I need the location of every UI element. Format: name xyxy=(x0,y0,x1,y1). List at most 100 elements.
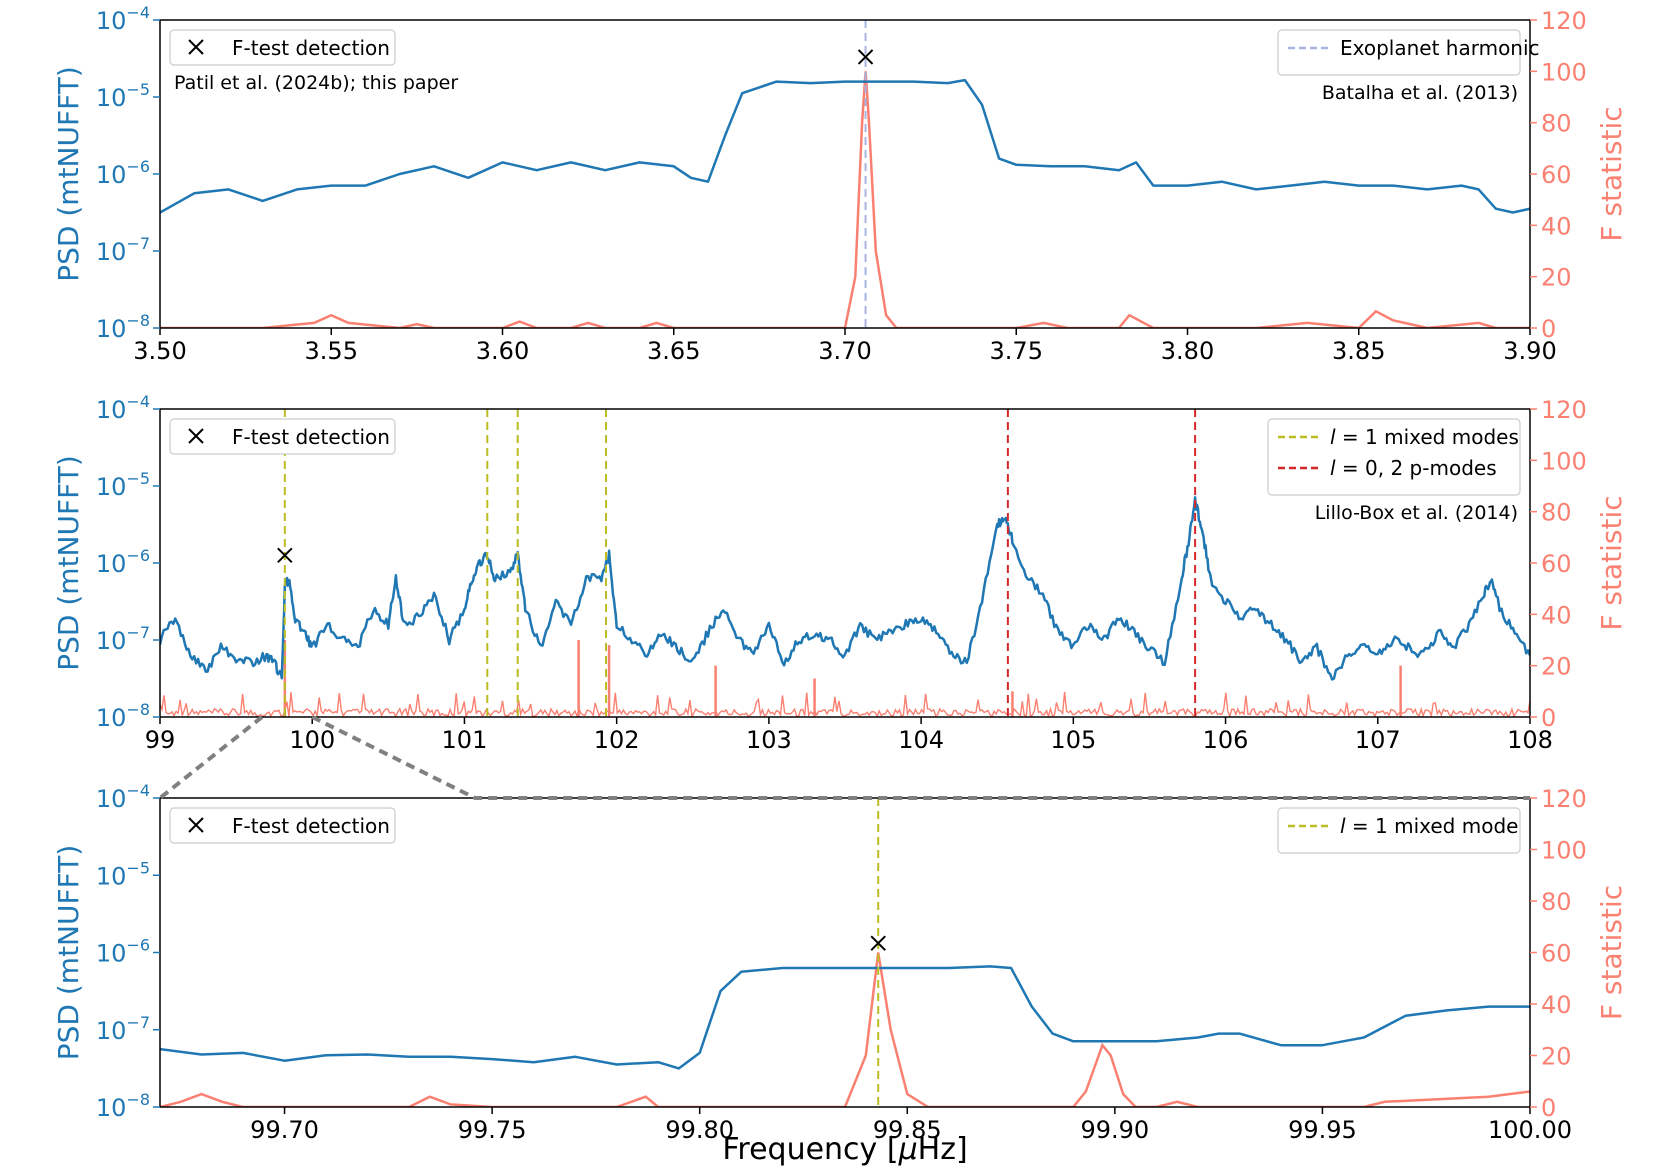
x-tick-label: 104 xyxy=(898,726,944,754)
y-axis-label-right: F statistic xyxy=(1595,106,1628,241)
x-tick-label: 3.55 xyxy=(305,337,358,365)
x-tick-label: 3.65 xyxy=(647,337,700,365)
y-tick-label-right: 40 xyxy=(1541,991,1572,1019)
x-tick-label: 99.70 xyxy=(250,1116,319,1144)
x-tick-label: 102 xyxy=(594,726,640,754)
y-tick-label-left: 10−6 xyxy=(96,546,150,578)
y-tick-label-right: 40 xyxy=(1541,212,1572,240)
y-tick-label-right: 0 xyxy=(1541,315,1556,343)
y-tick-label-right: 60 xyxy=(1541,550,1572,578)
x-tick-label: 99.85 xyxy=(873,1116,942,1144)
x-tick-label: 3.85 xyxy=(1332,337,1385,365)
citation-right: Batalha et al. (2013) xyxy=(1322,82,1518,104)
y-tick-label-left: 10−4 xyxy=(96,781,150,813)
y-tick-label-left: 10−5 xyxy=(96,80,150,112)
legend-box-right xyxy=(1267,418,1521,496)
psd-line xyxy=(160,965,1530,1070)
f-statistic-line xyxy=(160,691,1530,717)
plot-area xyxy=(160,496,1530,717)
x-tick-label: 103 xyxy=(746,726,792,754)
legend-label: l = 1 mixed modes xyxy=(1330,425,1519,449)
legend-marker-icon xyxy=(188,817,204,833)
legend-marker-icon xyxy=(188,39,204,55)
x-axis-label: Frequency [μHz] xyxy=(722,1132,967,1167)
zoom-connector-right xyxy=(311,715,1530,800)
y-tick-label-left: 10−5 xyxy=(96,469,150,501)
f-statistic-line xyxy=(160,952,1530,1107)
plot-area xyxy=(160,952,1530,1107)
x-tick-label: 106 xyxy=(1203,726,1249,754)
f-test-detection-marker xyxy=(277,547,293,564)
legend-label: l = 0, 2 p-modes xyxy=(1330,456,1497,480)
y-tick-label-left: 10−5 xyxy=(96,858,150,890)
y-axis-label-left: PSD (mtNUFFT) xyxy=(52,66,85,281)
x-tick-label: 99.95 xyxy=(1288,1116,1357,1144)
plot-area xyxy=(160,71,1530,328)
legend-label: F-test detection xyxy=(232,36,390,60)
y-tick-label-right: 0 xyxy=(1541,1094,1556,1122)
f-statistic-line xyxy=(160,71,1530,328)
legend-marker-icon xyxy=(188,428,204,444)
x-tick-label: 99.80 xyxy=(665,1116,734,1144)
y-tick-label-right: 80 xyxy=(1541,110,1572,138)
y-tick-label-right: 20 xyxy=(1541,653,1572,681)
y-tick-label-left: 10−4 xyxy=(96,392,150,424)
x-tick-label: 3.50 xyxy=(133,337,186,365)
y-tick-label-right: 100 xyxy=(1541,58,1587,86)
y-tick-label-right: 60 xyxy=(1541,161,1572,189)
y-tick-label-right: 60 xyxy=(1541,940,1572,968)
legend-label: F-test detection xyxy=(232,425,390,449)
y-tick-label-right: 40 xyxy=(1541,601,1572,629)
legend-box-left xyxy=(169,807,396,844)
x-tick-label: 3.80 xyxy=(1161,337,1214,365)
y-tick-label-right: 120 xyxy=(1541,7,1587,35)
y-tick-label-left: 10−4 xyxy=(96,3,150,35)
citation-left: Patil et al. (2024b); this paper xyxy=(174,72,458,94)
y-tick-label-right: 120 xyxy=(1541,396,1587,424)
y-axis-label-left: PSD (mtNUFFT) xyxy=(52,845,85,1060)
legend-box-left xyxy=(169,418,396,455)
legend-box-right xyxy=(1277,29,1521,76)
y-tick-label-right: 80 xyxy=(1541,499,1572,527)
x-tick-label: 3.70 xyxy=(818,337,871,365)
y-tick-label-right: 80 xyxy=(1541,888,1572,916)
y-tick-label-right: 100 xyxy=(1541,447,1587,475)
y-tick-label-right: 20 xyxy=(1541,264,1572,292)
y-tick-label-left: 10−6 xyxy=(96,157,150,189)
y-axis-label-right: F statistic xyxy=(1595,495,1628,630)
legend-label: l = 1 mixed mode xyxy=(1340,814,1518,838)
panel-top: 3.50 3.55 3.60 3.65 3.70 3.75 3.80 3.85 3.90 10−8… xyxy=(52,3,1628,365)
x-tick-label: 99.90 xyxy=(1080,1116,1149,1144)
zoom-connector-left xyxy=(158,715,264,800)
x-tick-label: 100 xyxy=(289,726,335,754)
y-tick-label-right: 20 xyxy=(1541,1043,1572,1071)
y-tick-label-left: 10−8 xyxy=(96,1090,150,1122)
legend-box-right xyxy=(1277,807,1521,854)
y-axis-label-right: F statistic xyxy=(1595,885,1628,1020)
x-tick-label: 3.90 xyxy=(1503,337,1556,365)
psd-line xyxy=(160,496,1530,681)
x-tick-label: 101 xyxy=(442,726,488,754)
f-test-detection-marker xyxy=(857,49,874,65)
y-tick-label-left: 10−8 xyxy=(96,700,150,732)
y-tick-label-left: 10−8 xyxy=(96,311,150,343)
y-tick-label-right: 100 xyxy=(1541,837,1587,865)
y-tick-label-right: 120 xyxy=(1541,785,1587,813)
x-tick-label: 108 xyxy=(1507,726,1553,754)
x-tick-label: 3.60 xyxy=(476,337,529,365)
y-tick-label-left: 10−7 xyxy=(96,623,150,655)
x-tick-label: 99.75 xyxy=(458,1116,527,1144)
x-tick-label: 100.00 xyxy=(1488,1116,1572,1144)
y-axis-label-left: PSD (mtNUFFT) xyxy=(52,455,85,670)
psd-line xyxy=(160,78,1530,214)
f-test-detection-marker xyxy=(870,935,886,951)
x-tick-label: 105 xyxy=(1050,726,1096,754)
legend-box-left xyxy=(169,29,396,66)
citation-right: Lillo-Box et al. (2014) xyxy=(1315,502,1518,524)
y-tick-label-right: 0 xyxy=(1541,704,1556,732)
y-tick-label-left: 10−7 xyxy=(96,1013,150,1045)
panel-bottom: 99.70 99.75 99.80 99.85 99.90 99.95 100.00 10−8… xyxy=(52,781,1628,1144)
panel-middle: 99 100 101 102 103 104 105 106 107 108 10−8 10−7 10−… xyxy=(52,392,1628,754)
x-tick-label: 99 xyxy=(145,726,176,754)
